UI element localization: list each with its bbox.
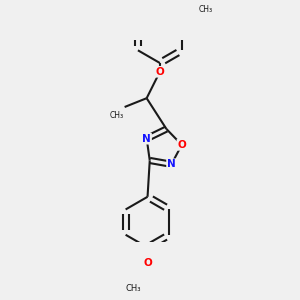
Text: N: N [167, 159, 176, 169]
Text: CH₃: CH₃ [110, 111, 124, 120]
Text: CH₃: CH₃ [198, 5, 212, 14]
Text: O: O [155, 67, 164, 77]
Text: O: O [177, 140, 186, 150]
Text: CH₃: CH₃ [125, 284, 141, 293]
Text: N: N [142, 134, 151, 144]
Text: O: O [143, 258, 152, 268]
